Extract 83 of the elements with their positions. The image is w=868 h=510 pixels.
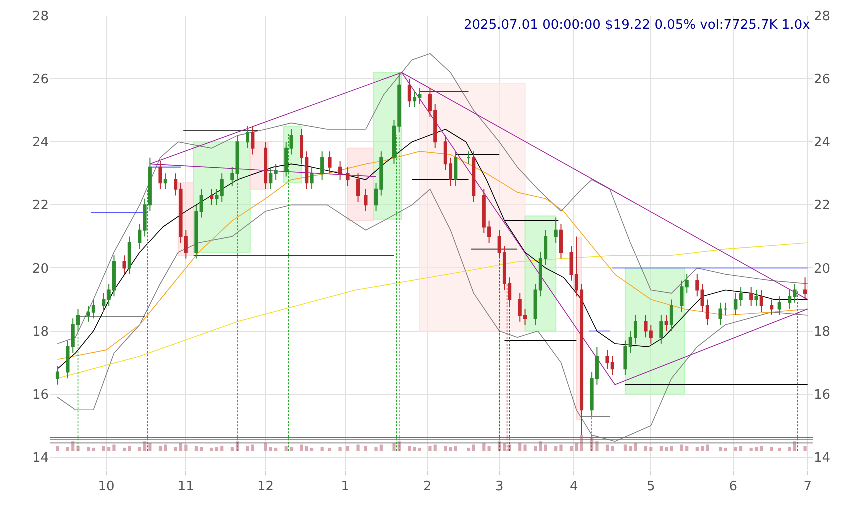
candlestick (778, 296, 782, 316)
x-tick-label: 11 (178, 480, 194, 495)
candlestick (610, 356, 614, 376)
annotation: 2025.07.01 00:00:00 $19.22 0.05% vol:7725.7K 1.0x (464, 18, 811, 33)
candlestick (200, 188, 204, 218)
x-tick-label: 6 (729, 480, 738, 495)
y2-tick-label: 24 (814, 136, 831, 151)
candlestick (624, 340, 628, 376)
candlestick (670, 299, 674, 332)
candlestick (346, 166, 350, 187)
x-tick-label: 2 (424, 480, 432, 495)
x-tick-label: 5 (647, 480, 656, 495)
candlestick (66, 340, 70, 380)
y2-tick-label: 14 (814, 450, 831, 466)
candlestick (174, 173, 178, 196)
candlestick (320, 151, 324, 180)
y-tick-label: 20 (32, 262, 49, 277)
candlestick (788, 290, 792, 310)
candlestick (158, 160, 162, 190)
candlestick (274, 164, 278, 180)
y-tick-label: 16 (32, 388, 49, 403)
candlestick (804, 277, 808, 300)
candlestick (559, 224, 563, 260)
candlestick (269, 166, 273, 190)
x-tick-label: 10 (98, 480, 115, 495)
x-tick-label: 4 (570, 480, 578, 495)
candlestick (660, 315, 664, 344)
candlestick (754, 290, 758, 307)
candlestick (128, 236, 132, 276)
line-series (57, 53, 808, 344)
x-tick-label: 12 (258, 480, 274, 495)
candlestick (251, 126, 255, 156)
candlestick (164, 173, 168, 190)
y2-tick-label: 28 (814, 10, 831, 25)
line-series (57, 242, 808, 379)
candlestick (664, 315, 668, 332)
candlestick (210, 188, 214, 206)
candlestick (138, 224, 142, 250)
candlestick (236, 135, 240, 180)
y2-tick-label: 26 (814, 72, 831, 88)
y2-tick-label: 20 (814, 262, 831, 277)
candlestick (56, 365, 60, 386)
y-tick-label: 26 (32, 72, 49, 88)
candlestick (246, 126, 250, 149)
candlestick (734, 292, 738, 316)
y2-tick-label: 18 (814, 324, 831, 340)
candlestick (472, 151, 476, 203)
candlestick (793, 283, 797, 304)
y-tick-label: 18 (32, 324, 49, 340)
candlestick (724, 302, 728, 316)
x-tick-label: 7 (804, 480, 812, 495)
candlestick (680, 280, 684, 313)
candlestick (760, 290, 764, 313)
candlestick (696, 274, 700, 298)
y-tick-label: 24 (32, 136, 49, 151)
candlestick (364, 188, 368, 212)
candlestick (718, 302, 722, 326)
y2-tick-label: 22 (814, 198, 831, 214)
candlestick (194, 204, 198, 260)
candlestick (122, 255, 126, 276)
candlestick (264, 142, 268, 190)
line-series (57, 189, 808, 442)
candlestick (454, 151, 458, 187)
candlestick (554, 217, 558, 244)
candlestick (230, 166, 234, 187)
candlestick (356, 173, 360, 203)
candlestick (466, 151, 471, 165)
candlestick (750, 286, 754, 307)
candlestick (685, 274, 689, 294)
y-tick-label: 22 (32, 198, 49, 214)
y-tick-label: 28 (32, 10, 49, 25)
candlestick (102, 292, 106, 313)
x-tick-label: 3 (495, 480, 504, 495)
candlestick (739, 286, 743, 307)
candlestick (408, 78, 412, 108)
candlestick (770, 299, 774, 316)
x-tick-label: 1 (341, 480, 350, 495)
candlestick (338, 160, 342, 180)
candlestick (606, 350, 610, 370)
y2-tick-label: 16 (814, 388, 831, 403)
candlestick (328, 151, 332, 174)
y-tick-label: 14 (32, 450, 49, 466)
candlestick (310, 166, 314, 190)
